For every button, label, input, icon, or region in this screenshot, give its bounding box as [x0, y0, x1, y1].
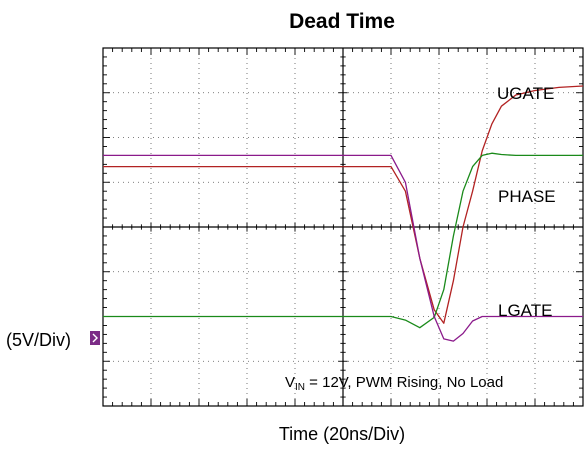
- label-lgate: LGATE: [498, 301, 552, 320]
- ground-marker: [90, 331, 100, 345]
- annotation-prefix: V: [285, 374, 295, 391]
- chart-title: Dead Time: [289, 10, 395, 33]
- label-ugate: UGATE: [497, 84, 554, 103]
- ground-marker-arrow: [92, 333, 98, 343]
- trace-lgate: [103, 154, 583, 342]
- x-axis-label: Time (20ns/Div): [279, 424, 405, 444]
- trace-phase: [103, 152, 583, 329]
- plot-area: [102, 47, 584, 407]
- trace-ugate: [103, 85, 584, 324]
- grid: [103, 48, 583, 406]
- traces: [103, 85, 584, 342]
- annotation: VIN = 12V, PWM Rising, No Load: [285, 374, 503, 393]
- y-axis-label: (5V/Div): [6, 330, 71, 350]
- annotation-subscript: IN: [295, 382, 305, 393]
- annotation-text: = 12V, PWM Rising, No Load: [305, 374, 503, 391]
- label-phase: PHASE: [498, 187, 556, 206]
